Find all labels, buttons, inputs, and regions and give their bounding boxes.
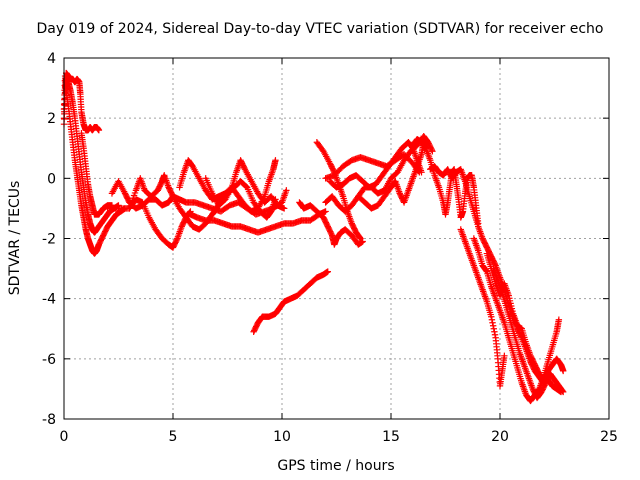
data-point (416, 169, 423, 176)
plot-grid (64, 58, 609, 419)
y-tick-label: -6 (42, 352, 56, 368)
data-point (501, 352, 508, 360)
data-point (322, 208, 329, 215)
data-point (490, 325, 497, 332)
data-point (272, 157, 279, 164)
data-point (488, 313, 495, 320)
data-point (560, 367, 567, 375)
y-tick-label: 2 (47, 111, 56, 127)
x-tick-label: 5 (169, 429, 178, 445)
data-point (489, 319, 496, 326)
data-point (173, 236, 180, 243)
y-tick-label: -2 (42, 232, 56, 248)
y-axis-label: SDTVAR / TECUs (7, 181, 23, 296)
y-tick-label: 4 (47, 51, 56, 67)
data-point (280, 205, 288, 212)
y-tick-label: -4 (42, 292, 56, 308)
plot-frame (63, 57, 610, 420)
data-point (491, 331, 499, 338)
data-points (60, 69, 567, 405)
data-point (62, 82, 69, 90)
data-point (61, 95, 69, 103)
data-point (488, 316, 496, 323)
data-point (95, 127, 103, 134)
data-point (356, 234, 364, 241)
data-point (62, 89, 69, 96)
data-point (560, 388, 567, 396)
y-tick-label: 0 (47, 171, 56, 187)
x-tick-label: 20 (491, 429, 509, 445)
x-axis-label: GPS time / hours (277, 458, 394, 474)
data-point (357, 235, 364, 242)
x-tick-label: 0 (60, 429, 69, 445)
y-tick-label: -8 (42, 412, 56, 428)
x-tick-label: 25 (600, 429, 618, 445)
data-point (555, 316, 563, 323)
data-point (61, 102, 68, 109)
x-tick-label: 10 (273, 429, 291, 445)
data-point (324, 268, 331, 275)
axis-tick-labels: 0 5 10 15 20 25 -8 -6 -4 -2 0 2 4 (42, 51, 618, 445)
data-point (483, 267, 490, 274)
data-point (283, 187, 290, 194)
chart-title: Day 019 of 2024, Sidereal Day-to-day VTE… (37, 21, 604, 37)
data-point (559, 387, 566, 395)
data-point (489, 322, 497, 329)
x-tick-label: 15 (382, 429, 400, 445)
data-point (491, 328, 498, 335)
